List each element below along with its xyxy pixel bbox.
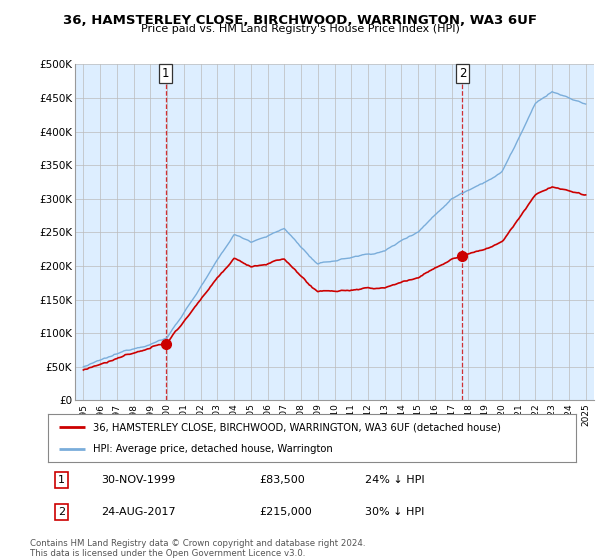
Text: 2: 2 [459, 67, 466, 80]
Text: Price paid vs. HM Land Registry's House Price Index (HPI): Price paid vs. HM Land Registry's House … [140, 24, 460, 34]
Text: 30-NOV-1999: 30-NOV-1999 [101, 475, 175, 484]
Text: £215,000: £215,000 [259, 507, 312, 517]
Text: 36, HAMSTERLEY CLOSE, BIRCHWOOD, WARRINGTON, WA3 6UF (detached house): 36, HAMSTERLEY CLOSE, BIRCHWOOD, WARRING… [93, 422, 501, 432]
Text: £83,500: £83,500 [259, 475, 305, 484]
Text: 1: 1 [58, 475, 65, 484]
Text: 24-AUG-2017: 24-AUG-2017 [101, 507, 175, 517]
Text: Contains HM Land Registry data © Crown copyright and database right 2024.
This d: Contains HM Land Registry data © Crown c… [30, 539, 365, 558]
Text: 36, HAMSTERLEY CLOSE, BIRCHWOOD, WARRINGTON, WA3 6UF: 36, HAMSTERLEY CLOSE, BIRCHWOOD, WARRING… [63, 14, 537, 27]
Text: 30% ↓ HPI: 30% ↓ HPI [365, 507, 424, 517]
Text: 24% ↓ HPI: 24% ↓ HPI [365, 475, 424, 484]
Text: 2: 2 [58, 507, 65, 517]
Text: 1: 1 [162, 67, 169, 80]
Text: HPI: Average price, detached house, Warrington: HPI: Average price, detached house, Warr… [93, 444, 332, 454]
